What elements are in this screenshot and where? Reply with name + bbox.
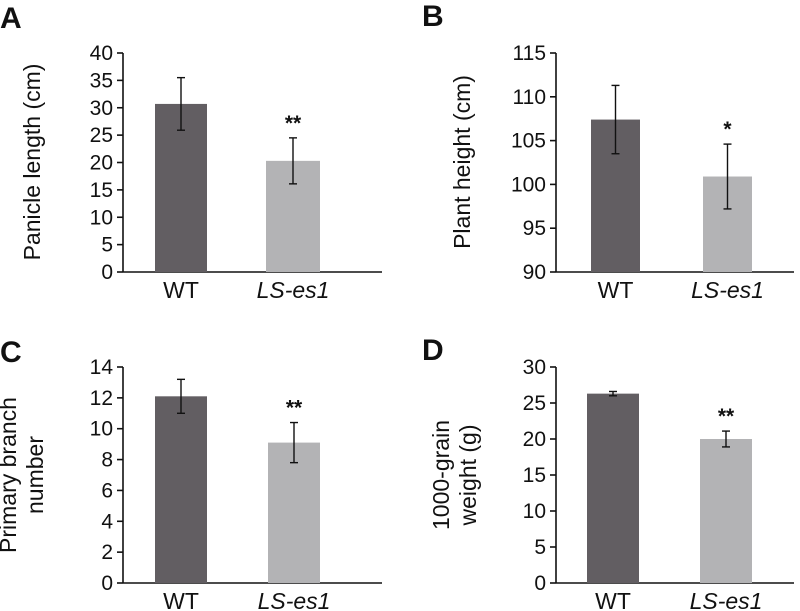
category-label: LS-es1 — [690, 588, 763, 611]
bar-wt — [587, 393, 639, 583]
bar-wt — [155, 396, 207, 583]
panel-c: C 0 2 4 6 8 10 12 14 Primary branchnumber WT ** LS-e… — [0, 336, 382, 611]
y-tick-label: 0 — [101, 261, 113, 284]
y-axis-title: 1000-grainweight (g) — [428, 420, 481, 530]
category-label: LS-es1 — [691, 277, 764, 303]
category-label: WT — [595, 588, 631, 611]
y-tick-label: 2 — [101, 541, 113, 564]
y-axis-title: Plant height (cm) — [449, 75, 475, 249]
y-axis-title: Primary branchnumber — [0, 397, 48, 553]
panel-letter: D — [422, 334, 444, 367]
y-tick-label: 6 — [101, 479, 113, 502]
significance-label: ** — [286, 397, 303, 420]
significance-label: * — [723, 118, 732, 141]
y-tick-label: 20 — [523, 428, 546, 451]
y-tick-label: 115 — [513, 42, 546, 65]
y-tick-label: 25 — [523, 392, 546, 415]
y-tick-label: 95 — [523, 217, 546, 240]
y-tick-label: 15 — [523, 464, 546, 487]
y-tick-label: 5 — [534, 536, 546, 559]
significance-label: ** — [285, 112, 302, 135]
panel-letter: C — [0, 336, 22, 369]
y-tick-label: 12 — [90, 387, 113, 410]
y-tick-label: 8 — [101, 449, 113, 472]
bar-ls-es1 — [268, 442, 320, 583]
y-tick-label: 30 — [523, 356, 546, 379]
y-tick-label: 110 — [513, 86, 546, 109]
y-tick-label: 10 — [90, 418, 113, 441]
panel-letter: B — [422, 0, 444, 33]
y-tick-label: 4 — [101, 510, 113, 533]
panel-b: B 90 95 100 105 110 115 Plant height (cm) WT * LS-… — [422, 0, 794, 303]
y-tick-label: 14 — [90, 356, 114, 379]
category-label: LS-es1 — [258, 588, 331, 611]
y-axis-title: Panicle length (cm) — [19, 64, 45, 261]
y-tick-label: 0 — [101, 572, 113, 595]
y-tick-label: 25 — [90, 124, 113, 147]
category-label: WT — [598, 277, 634, 303]
y-tick-label: 40 — [90, 42, 113, 65]
y-tick-label: 0 — [534, 572, 546, 595]
panel-a: A 0 5 10 15 20 25 30 35 40 Panicle length (cm) WT **… — [0, 2, 382, 303]
y-tick-label: 100 — [511, 173, 546, 196]
category-label: WT — [163, 588, 199, 611]
category-label: WT — [163, 277, 199, 303]
panel-d: D 0 5 10 15 20 25 30 1000-grainweight (g) WT ** LS-… — [422, 334, 794, 611]
y-tick-label: 90 — [523, 261, 546, 284]
category-label: LS-es1 — [257, 277, 330, 303]
y-tick-label: 15 — [90, 179, 113, 202]
y-tick-label: 10 — [90, 206, 113, 229]
bar-ls-es1 — [700, 439, 752, 583]
y-tick-label: 30 — [90, 97, 113, 120]
y-tick-label: 105 — [511, 130, 546, 153]
y-tick-label: 10 — [523, 500, 546, 523]
y-tick-label: 35 — [90, 69, 113, 92]
significance-label: ** — [718, 405, 735, 428]
bar-wt — [155, 103, 207, 272]
y-tick-label: 5 — [101, 234, 113, 257]
y-tick-label: 20 — [90, 152, 113, 175]
panel-letter: A — [0, 2, 22, 35]
